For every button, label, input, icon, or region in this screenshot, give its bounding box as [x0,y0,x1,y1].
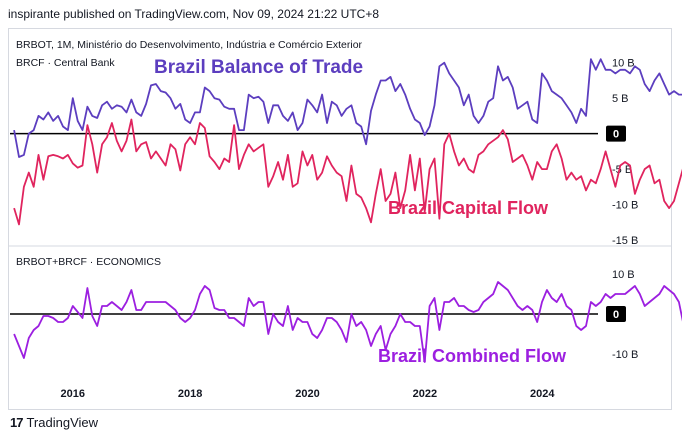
zero-label-box [606,125,626,142]
publish-info: inspirante published on TradingView.com,… [8,7,380,21]
legend-text: BRBOT, 1M, Ministério do Desenvolvimento… [16,39,363,51]
series-annotation: Brazil Balance of Trade [154,57,363,78]
tradingview-brand[interactable]: TradingView [26,415,99,430]
y-tick-label: -15 B [612,235,638,247]
y-tick-label: -5 B [612,164,632,176]
y-tick-label: 0 [613,309,619,321]
y-tick-label: -10 B [612,200,638,212]
y-tick-label: 5 B [612,93,629,105]
x-tick-label: 2016 [61,388,85,400]
legend-text: BRCF · Central Bank [16,57,115,69]
tradingview-logo-icon[interactable]: 17 [10,415,24,430]
chart-frame [8,28,672,410]
series-annotation: Brazil Combined Flow [378,346,567,366]
zero-label-box [606,306,626,322]
y-tick-label: -10 B [612,349,638,361]
legend-text: BRBOT+BRCF · ECONOMICS [16,256,161,268]
x-tick-label: 2022 [413,388,437,400]
x-tick-label: 2020 [295,388,319,400]
footer: 17 TradingView [10,415,98,430]
series-line-brazil-combined-flow [13,281,682,363]
x-tick-label: 2024 [530,388,555,400]
series-line-brazil-balance-of-trade [13,58,682,158]
series-annotation: Brazil Capital Flow [388,198,549,218]
x-tick-label: 2018 [178,388,202,400]
series-line-brazil-capital-flow [13,118,682,226]
y-tick-label: 10 B [612,58,635,70]
y-tick-label: 0 [613,129,619,141]
y-tick-label: 10 B [612,269,635,281]
